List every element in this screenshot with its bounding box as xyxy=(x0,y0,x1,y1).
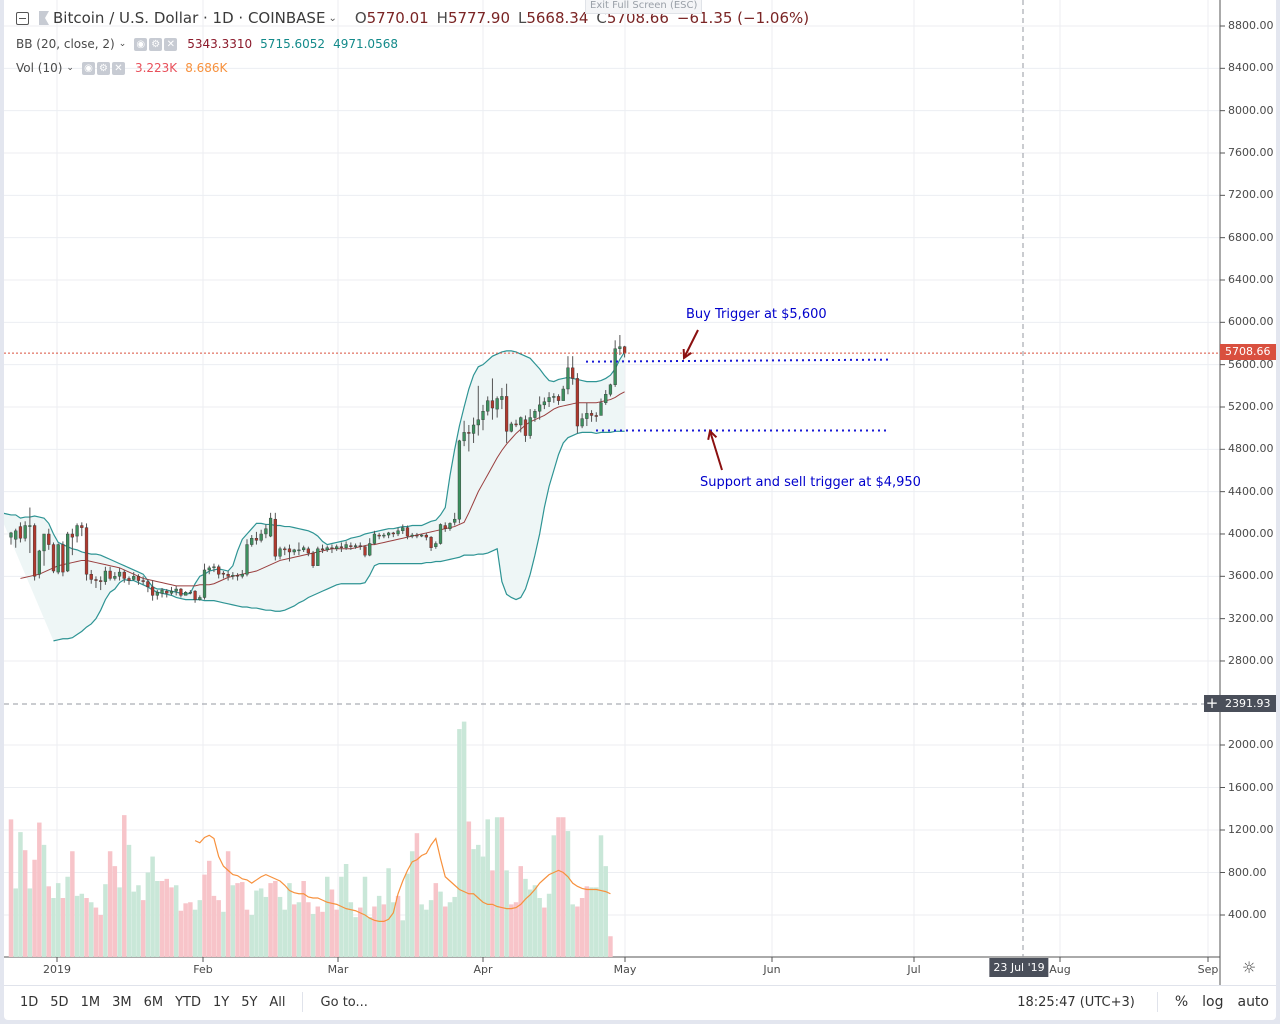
range-button-5d[interactable]: 5D xyxy=(50,994,69,1010)
price-tick-label: 2800.00 xyxy=(1228,653,1274,667)
crosshair-date-label: 23 Jul '19 xyxy=(989,958,1049,977)
price-tick-label: 5200.00 xyxy=(1228,399,1274,413)
volume-tick-label: 1200.00 xyxy=(1228,823,1274,836)
volume-tick-label: 400.00 xyxy=(1228,908,1267,921)
close-label: C xyxy=(596,9,607,27)
vol-indicator-legend: Vol (10) ⌄ ◉ ⚙ ✕ 3.223K 8.686K xyxy=(16,61,227,75)
time-tick-label: May xyxy=(613,963,637,976)
eye-icon[interactable]: ◉ xyxy=(81,61,95,75)
symbol-legend: Bitcoin / U.S. Dollar · 1D · COINBASE ⌄ … xyxy=(16,9,809,27)
bb-indicator-legend: BB (20, close, 2) ⌄ ◉ ⚙ ✕ 5343.3310 5715… xyxy=(16,37,398,51)
open-value: 5770.01 xyxy=(366,9,429,27)
price-tick-label: 4400.00 xyxy=(1228,484,1274,498)
range-button-5y[interactable]: 5Y xyxy=(241,994,258,1010)
gear-icon[interactable]: ⚙ xyxy=(149,37,163,51)
support-annotation: Support and sell trigger at $4,950 xyxy=(700,475,921,490)
buy-trigger-annotation: Buy Trigger at $5,600 xyxy=(686,307,827,322)
price-tick-label: 3600.00 xyxy=(1228,569,1274,583)
date-range-buttons: 1D 5D 1M 3M 6M YTD 1Y 5Y All xyxy=(4,995,292,1010)
bottom-toolbar: 1D 5D 1M 3M 6M YTD 1Y 5Y All Go to... 18:25:47 (… xyxy=(4,985,1276,1018)
time-tick-label: Feb xyxy=(193,963,213,976)
price-tick-label: 5600.00 xyxy=(1228,357,1274,371)
price-tick-label: 8800.00 xyxy=(1228,19,1274,32)
bb-upper-value: 5715.6052 xyxy=(260,37,326,51)
divider xyxy=(301,992,303,1012)
auto-toggle[interactable]: auto xyxy=(1237,994,1269,1010)
range-button-1m[interactable]: 1M xyxy=(80,994,101,1010)
price-tick-label: 6400.00 xyxy=(1228,272,1274,286)
range-button-1y[interactable]: 1Y xyxy=(212,994,230,1010)
price-tick-label: 3200.00 xyxy=(1228,611,1274,625)
chart-window: Bitcoin / U.S. Dollar · 1D · COINBASE ⌄ … xyxy=(4,0,1276,1020)
close-icon[interactable]: ✕ xyxy=(111,61,125,75)
range-button-all[interactable]: All xyxy=(269,994,286,1010)
percent-toggle[interactable]: % xyxy=(1174,994,1189,1010)
time-tick-label: Mar xyxy=(327,963,349,976)
vol-indicator-name[interactable]: Vol (10) xyxy=(16,61,63,75)
range-button-3m[interactable]: 3M xyxy=(112,994,132,1010)
volume-tick-label: 800.00 xyxy=(1228,865,1267,879)
clock-timezone[interactable]: 18:25:47 (UTC+3) xyxy=(1017,994,1135,1010)
divider xyxy=(1156,992,1158,1012)
crosshair-price-label: 2391.93 xyxy=(1220,695,1276,712)
flag-icon[interactable] xyxy=(39,11,49,25)
price-tick-label: 6000.00 xyxy=(1228,315,1274,329)
bb-basis-value: 5343.3310 xyxy=(187,37,253,51)
chevron-down-icon[interactable]: ⌄ xyxy=(328,12,337,24)
volume-tick-label: 2000.00 xyxy=(1228,738,1274,751)
chart-settings-gear-icon[interactable]: ☼ xyxy=(1241,958,1257,977)
time-tick-label: Aug xyxy=(1049,963,1071,976)
low-value: 5668.34 xyxy=(526,9,589,27)
bb-indicator-name[interactable]: BB (20, close, 2) xyxy=(16,37,115,51)
price-tick-label: 8400.00 xyxy=(1228,61,1274,75)
ohlc-values: O5770.01 H5777.90 L5668.34 C5708.66 −61.… xyxy=(355,9,809,27)
change-value: −61.35 (−1.06%) xyxy=(676,9,810,27)
volume-value: 3.223K xyxy=(134,61,178,75)
time-tick-label: Jul xyxy=(907,963,921,976)
low-label: L xyxy=(517,9,527,27)
range-button-1d[interactable]: 1D xyxy=(20,994,39,1010)
open-label: O xyxy=(354,9,367,27)
log-toggle[interactable]: log xyxy=(1202,994,1224,1010)
chevron-down-icon[interactable]: ⌄ xyxy=(66,63,74,73)
vol-values: 3.223K 8.686K xyxy=(135,61,227,75)
close-icon[interactable]: ✕ xyxy=(164,37,178,51)
time-tick-label: Apr xyxy=(473,963,493,976)
last-price-tag: 5708.66 xyxy=(1220,344,1276,360)
bottom-right-controls: 18:25:47 (UTC+3) % log auto xyxy=(1005,992,1276,1012)
price-tick-label: 4000.00 xyxy=(1228,526,1274,540)
gear-icon[interactable]: ⚙ xyxy=(96,61,110,75)
price-tick-label: 8000.00 xyxy=(1228,103,1274,117)
price-tick-label: 7600.00 xyxy=(1228,145,1274,159)
exit-fullscreen-button[interactable]: Exit Full Screen (ESC) xyxy=(585,0,703,14)
goto-button[interactable]: Go to... xyxy=(320,994,368,1010)
price-tick-label: 4800.00 xyxy=(1228,442,1274,456)
volume-tick-label: 1600.00 xyxy=(1228,780,1274,794)
chevron-down-icon[interactable]: ⌄ xyxy=(118,39,127,49)
time-tick-label: Sep xyxy=(1197,963,1219,976)
price-tick-label: 7200.00 xyxy=(1228,188,1274,202)
time-tick-label: Jun xyxy=(763,963,781,976)
bb-lower-value: 4971.0568 xyxy=(333,37,398,51)
symbol-title[interactable]: Bitcoin / U.S. Dollar · 1D · COINBASE xyxy=(53,9,326,27)
collapse-legend-icon[interactable] xyxy=(16,11,29,25)
add-alert-plus-icon[interactable]: + xyxy=(1204,694,1220,712)
time-tick-label: 2019 xyxy=(43,963,71,976)
volume-ma-value: 8.686K xyxy=(185,61,228,75)
range-button-ytd[interactable]: YTD xyxy=(175,994,201,1010)
range-button-6m[interactable]: 6M xyxy=(143,994,164,1010)
high-value: 5777.90 xyxy=(447,9,510,27)
bb-values: 5343.3310 5715.6052 4971.0568 xyxy=(187,37,398,51)
eye-icon[interactable]: ◉ xyxy=(134,37,148,51)
high-label: H xyxy=(436,9,448,27)
chart-canvas[interactable] xyxy=(4,0,1276,985)
price-tick-label: 6800.00 xyxy=(1228,230,1274,244)
